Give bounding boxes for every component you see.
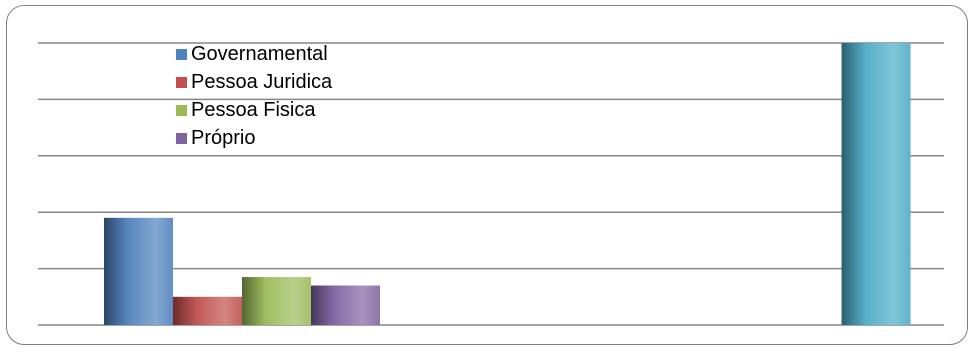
legend-label-pessoa-juridica: Pessoa Juridica — [191, 71, 333, 93]
bar-pr-prio-cat-1 — [311, 285, 380, 325]
legend-item-governamental: Governamental — [176, 40, 332, 68]
legend-item-proprio: Próprio — [176, 124, 332, 152]
legend-item-pessoa-fisica: Pessoa Fisica — [176, 96, 332, 124]
legend-swatch-proprio — [176, 132, 187, 144]
legend-label-governamental: Governamental — [191, 43, 328, 65]
legend-swatch-pessoa-fisica — [176, 104, 187, 116]
legend-item-pessoa-juridica: Pessoa Juridica — [176, 68, 332, 96]
gridlines — [38, 42, 944, 326]
legend-label-proprio: Próprio — [191, 127, 256, 149]
legend-swatch-pessoa-juridica — [176, 76, 187, 88]
bar-series-5-cat-2 — [841, 43, 911, 325]
legend: Governamental Pessoa Juridica Pessoa Fis… — [176, 40, 332, 152]
legend-label-pessoa-fisica: Pessoa Fisica — [191, 99, 316, 121]
bars — [104, 43, 911, 325]
legend-swatch-governamental — [176, 48, 187, 60]
bar-governamental-cat-1 — [104, 217, 173, 325]
bar-pessoa-juridica-cat-1 — [173, 296, 242, 325]
bar-pessoa-fisica-cat-1 — [242, 277, 311, 325]
